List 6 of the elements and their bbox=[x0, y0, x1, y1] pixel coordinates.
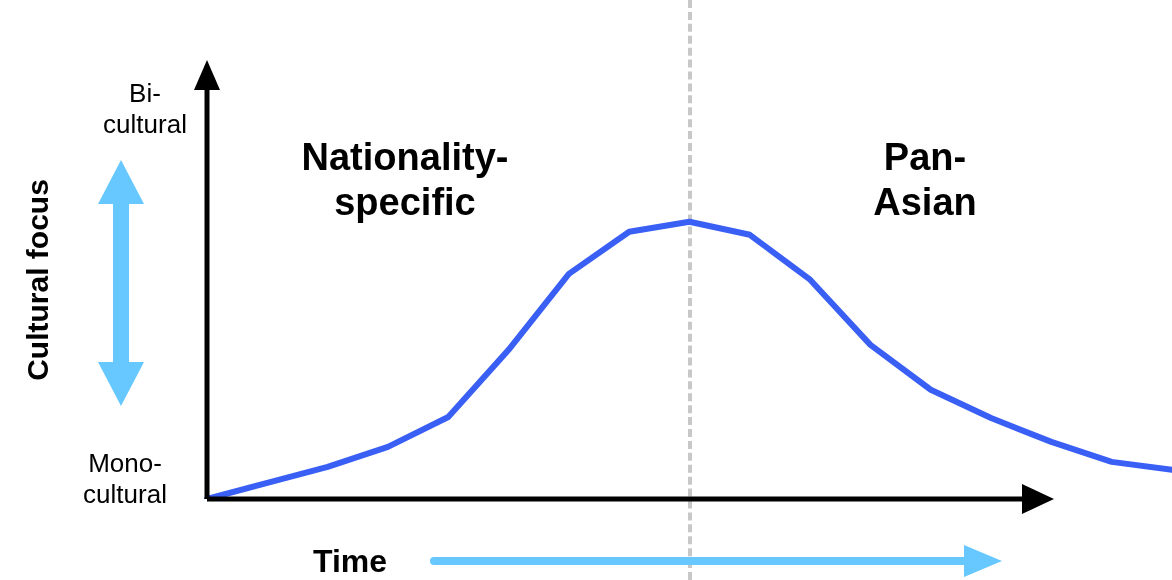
text: Mono-cultural bbox=[83, 448, 167, 509]
y-axis-title: Cultural focus bbox=[21, 179, 55, 381]
x-axis-title: Time bbox=[312, 542, 388, 579]
annotation: Nationality-specific bbox=[301, 136, 509, 223]
text: Bi-cultural bbox=[103, 78, 187, 139]
annotation: Pan-Asian bbox=[873, 136, 977, 223]
